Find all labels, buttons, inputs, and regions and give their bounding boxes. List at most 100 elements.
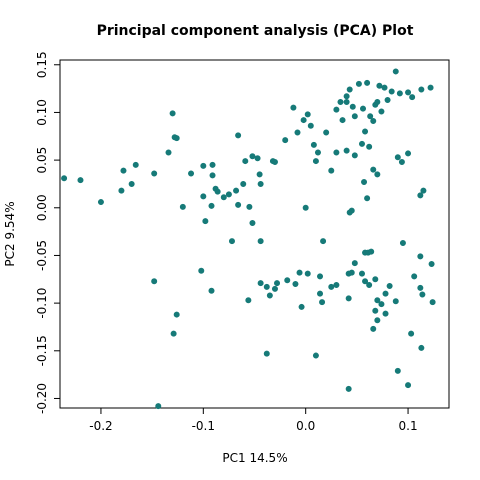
data-point (202, 218, 209, 225)
data-point (242, 158, 249, 165)
y-tick-label: -0.15 (35, 335, 49, 366)
data-point (381, 84, 388, 91)
data-point (372, 276, 379, 283)
data-point (333, 106, 340, 113)
data-point (235, 132, 242, 139)
y-axis: -0.20 -0.15 -0.10 -0.05 0.00 0.05 0.10 0.15 (35, 51, 60, 414)
data-point (323, 129, 330, 136)
data-point (366, 143, 373, 150)
data-point (405, 150, 412, 157)
data-point (257, 180, 264, 187)
data-point (355, 80, 362, 87)
data-point (304, 111, 311, 118)
data-point (120, 167, 127, 174)
data-point (427, 84, 434, 91)
data-point (257, 280, 264, 287)
data-point (284, 277, 291, 284)
data-point (294, 129, 301, 136)
data-point (77, 177, 84, 184)
data-point (254, 155, 261, 162)
data-point (228, 238, 235, 245)
data-point (298, 303, 305, 310)
data-point (370, 118, 377, 125)
data-point (310, 141, 317, 148)
data-point (170, 330, 177, 337)
data-point (398, 159, 405, 166)
y-tick-label: -0.10 (35, 288, 49, 319)
data-point (118, 187, 125, 194)
data-point (405, 382, 412, 389)
data-point (358, 270, 365, 277)
data-point (209, 172, 216, 179)
data-point (249, 220, 256, 227)
y-tick-label: 0.05 (35, 147, 49, 174)
data-point (392, 68, 399, 75)
data-point (348, 269, 355, 276)
data-point (233, 187, 240, 194)
data-point (346, 86, 353, 93)
data-point (240, 180, 247, 187)
y-tick-label: -0.20 (35, 383, 49, 414)
data-point (333, 149, 340, 156)
data-point (155, 403, 162, 410)
data-point (320, 238, 327, 245)
data-point (360, 105, 367, 112)
data-point (382, 290, 389, 297)
chart-title: Principal component analysis (PCA) Plot (97, 23, 414, 39)
data-point (411, 273, 418, 280)
data-point (394, 367, 401, 374)
data-point (328, 283, 335, 290)
data-point (388, 88, 395, 95)
data-point (235, 201, 242, 208)
data-point (317, 273, 324, 280)
data-point (429, 299, 436, 306)
data-point (179, 203, 186, 210)
data-point (290, 104, 297, 111)
data-point (417, 253, 424, 260)
data-point (362, 128, 369, 135)
x-tick-label: 0.1 (399, 419, 418, 433)
data-point (362, 278, 369, 285)
data-point (405, 89, 412, 96)
data-point (374, 98, 381, 105)
y-tick-label: 0.15 (35, 51, 49, 78)
data-point (367, 113, 374, 120)
y-tick-label: -0.05 (35, 240, 49, 271)
data-point (345, 385, 352, 392)
data-point (372, 307, 379, 314)
plot-frame (59, 59, 450, 409)
x-axis-title: PC1 14.5% (222, 451, 287, 465)
data-point (374, 171, 381, 178)
y-axis-title: PC2 9.54% (3, 201, 17, 266)
data-point (274, 280, 281, 287)
data-point (339, 117, 346, 124)
x-tick-label: -0.2 (89, 419, 112, 433)
data-point (418, 344, 425, 351)
data-point (386, 282, 393, 289)
data-point (151, 278, 158, 285)
data-point (208, 202, 215, 209)
data-point (351, 113, 358, 120)
data-point (351, 260, 358, 267)
data-point (417, 192, 424, 199)
data-point (396, 90, 403, 97)
data-point (328, 167, 335, 174)
data-point (173, 311, 180, 318)
x-tick-label: 0.0 (296, 419, 315, 433)
data-point (382, 310, 389, 317)
data-point (314, 149, 321, 156)
data-point (428, 261, 435, 268)
data-point (257, 238, 264, 245)
data-point (378, 301, 385, 308)
data-point (394, 154, 401, 161)
data-point (300, 117, 307, 124)
data-point (337, 98, 344, 105)
data-point (376, 82, 383, 89)
data-point (225, 191, 232, 198)
data-point (358, 140, 365, 147)
data-point (368, 248, 375, 255)
data-point (351, 152, 358, 159)
data-point (282, 137, 289, 144)
